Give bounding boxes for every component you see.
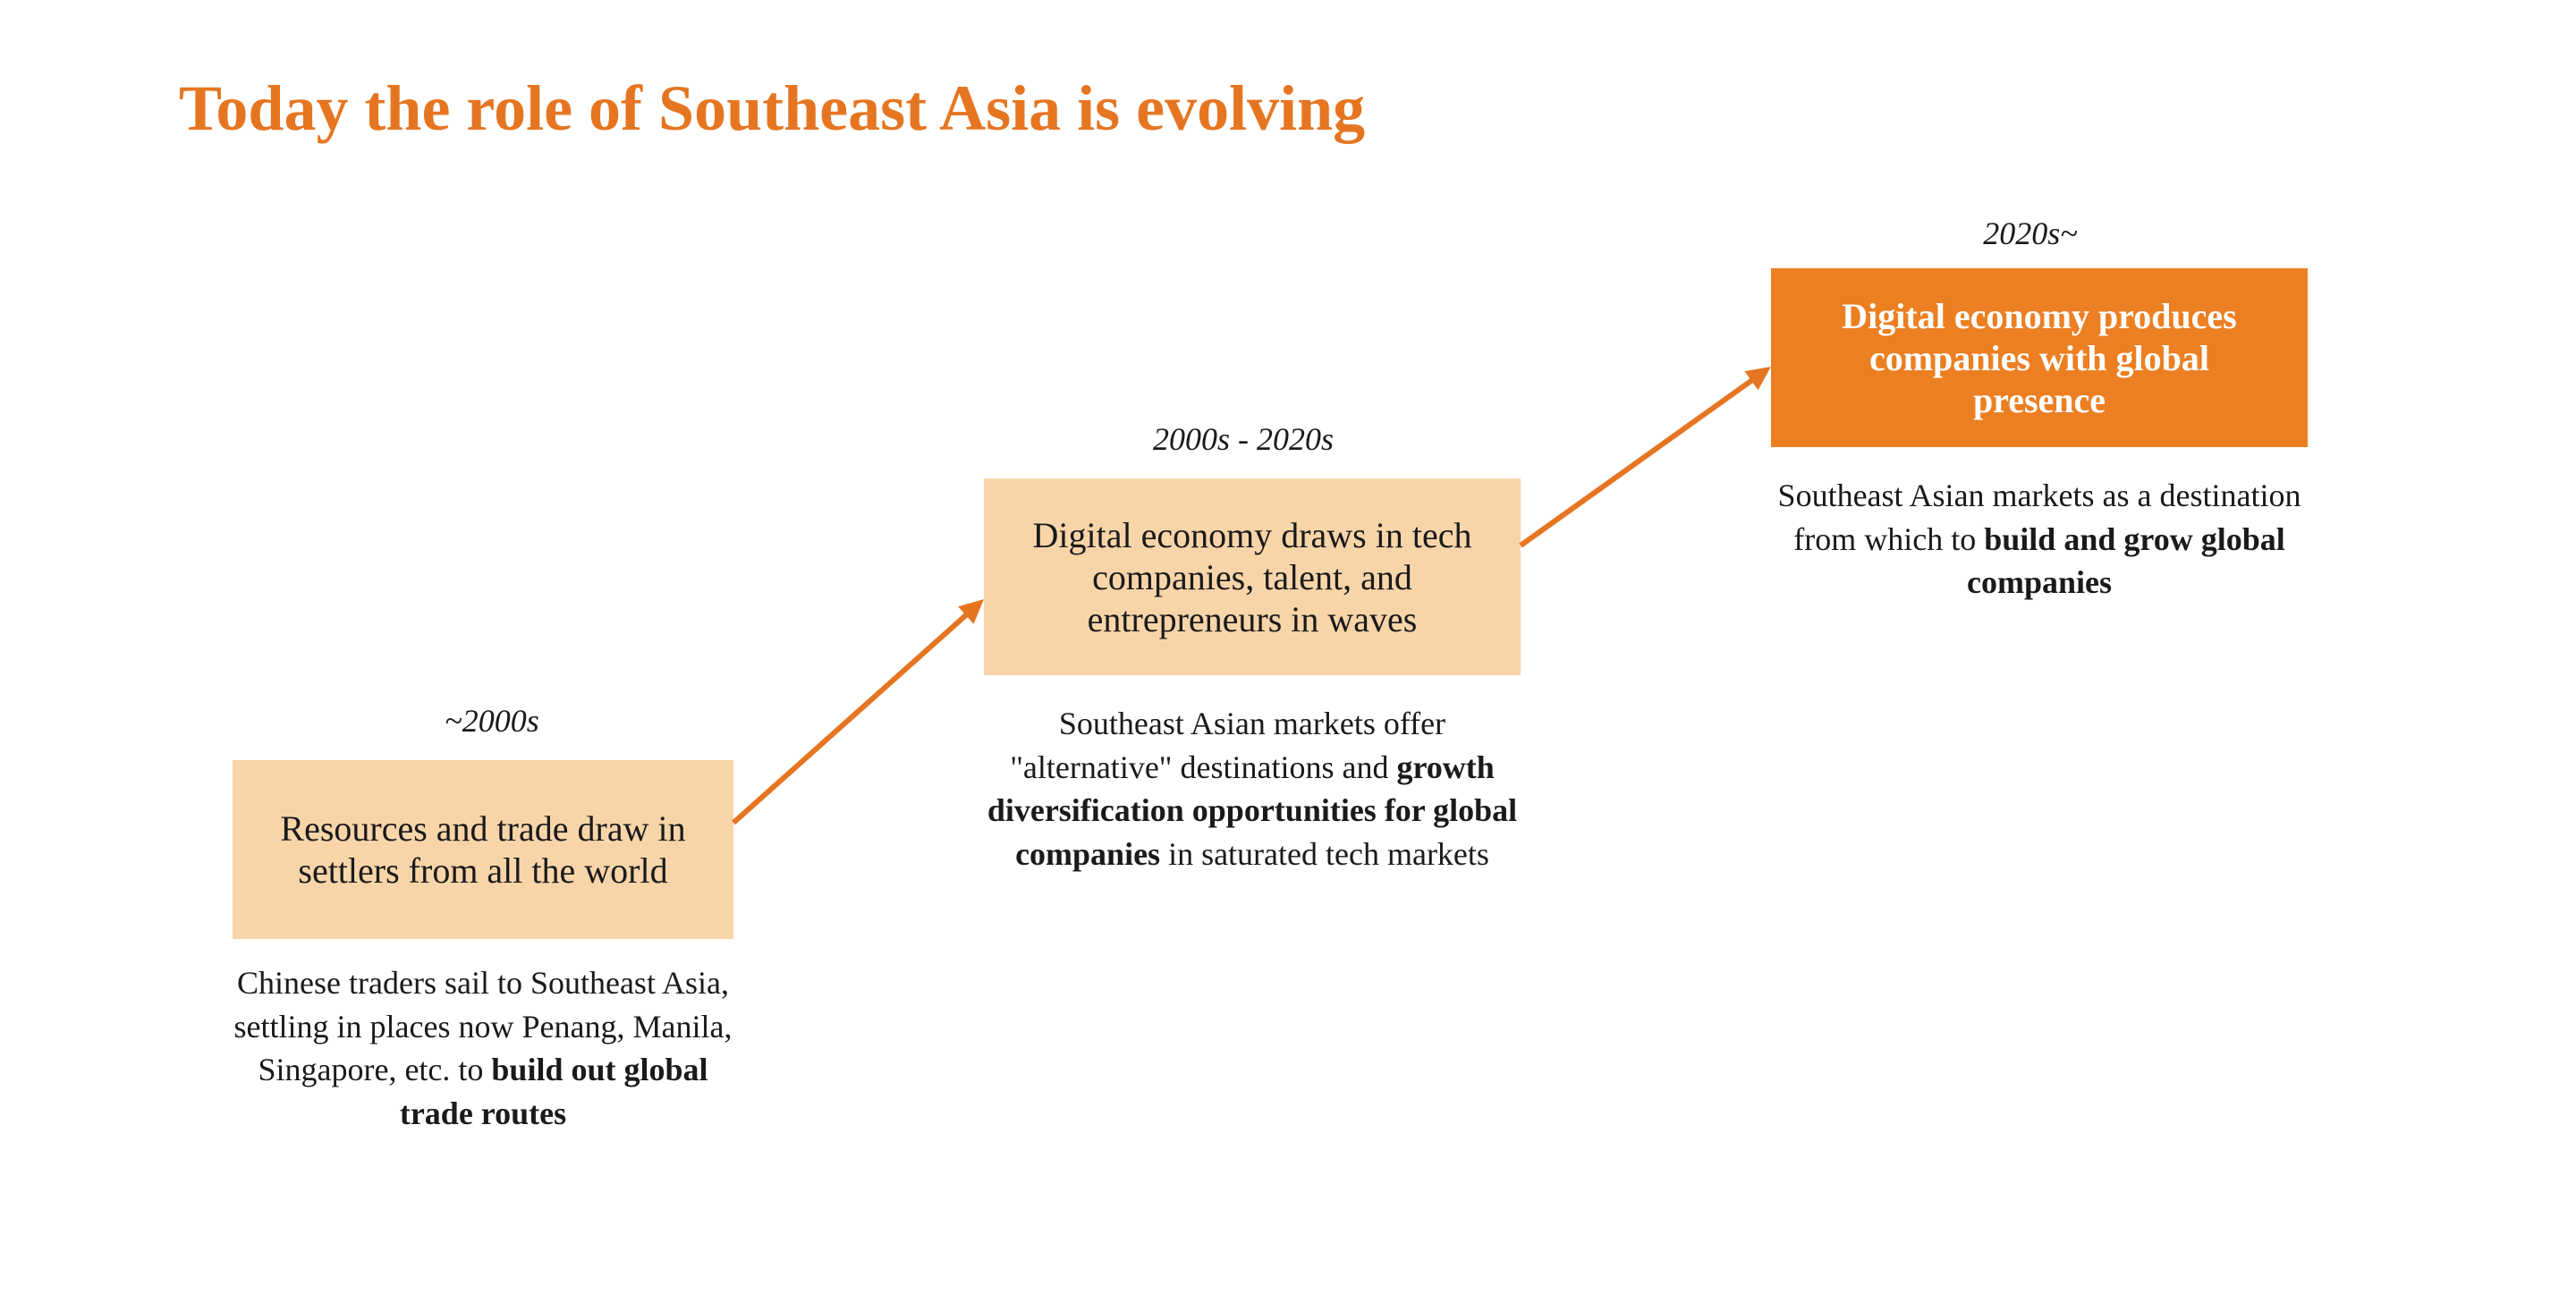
stage-box-3: Digital economy produces companies with … <box>1771 268 2308 447</box>
stage-desc-3: Southeast Asian markets as a destination… <box>1771 474 2308 605</box>
stage-desc-1: Chinese traders sail to Southeast Asia, … <box>233 961 733 1135</box>
stage-box-2: Digital economy draws in tech companies,… <box>984 478 1521 675</box>
era-label-2: 2000s - 2020s <box>1064 420 1422 458</box>
era-label-1: ~2000s <box>358 702 626 740</box>
arrow-1 <box>733 599 984 823</box>
stage-box-1: Resources and trade draw in settlers fro… <box>233 760 733 939</box>
era-label-3: 2020s~ <box>1896 215 2165 252</box>
stage-desc-2: Southeast Asian markets offer "alternati… <box>984 702 1521 875</box>
arrow-2 <box>1521 367 1771 546</box>
page-title: Today the role of Southeast Asia is evol… <box>179 72 1365 146</box>
